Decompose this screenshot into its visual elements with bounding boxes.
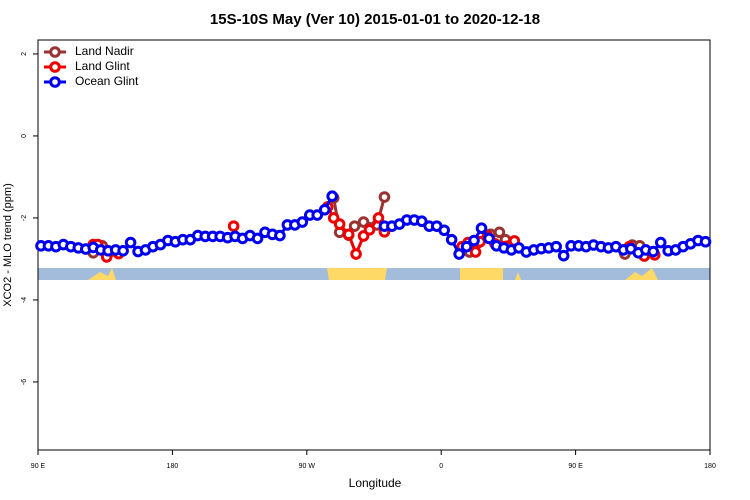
x-axis-title: Longitude xyxy=(349,476,402,490)
point xyxy=(251,232,264,245)
y-tick-label: 0 xyxy=(21,134,28,138)
point xyxy=(363,224,376,236)
x-tick-label: 0 xyxy=(439,463,443,470)
chart-title: 15S-10S May (Ver 10) 2015-01-01 to 2020-… xyxy=(210,11,540,28)
point xyxy=(274,229,286,242)
y-tick-label: 2 xyxy=(21,52,28,56)
point xyxy=(350,248,362,260)
land-shape xyxy=(625,268,658,280)
point xyxy=(372,212,385,224)
land-shape xyxy=(460,268,503,280)
point xyxy=(654,236,667,249)
legend-marker xyxy=(49,76,61,88)
legend-label: Ocean Glint xyxy=(75,74,139,88)
point xyxy=(445,233,458,246)
point xyxy=(460,240,473,253)
y-tick-label: -4 xyxy=(21,297,28,303)
legend-marker xyxy=(49,61,61,73)
point xyxy=(117,244,129,257)
x-tick-label: 90 E xyxy=(31,463,46,470)
point xyxy=(318,203,331,216)
point xyxy=(296,216,309,228)
land-ocean-strip xyxy=(38,268,710,280)
point xyxy=(647,245,660,258)
point xyxy=(475,222,488,234)
point xyxy=(348,220,361,232)
y-tick-label: -2 xyxy=(21,215,28,221)
point xyxy=(326,190,338,203)
point xyxy=(438,224,450,237)
legend-label: Land Glint xyxy=(75,59,130,73)
x-tick-label: 90 E xyxy=(568,463,583,470)
point xyxy=(699,235,712,248)
point xyxy=(311,209,324,221)
point xyxy=(483,232,495,245)
land-shape xyxy=(515,272,521,280)
y-tick-label: -6 xyxy=(21,379,28,385)
point xyxy=(227,220,240,232)
x-tick-label: 180 xyxy=(704,463,716,470)
land-shape xyxy=(327,268,387,280)
point xyxy=(342,228,355,241)
point xyxy=(469,246,482,258)
point xyxy=(468,234,480,247)
y-axis-title: XCO2 - MLO trend (ppm) xyxy=(2,183,14,306)
point xyxy=(415,215,428,228)
x-tick-label: 90 W xyxy=(299,463,316,470)
legend-label: Land Nadir xyxy=(75,44,134,58)
point xyxy=(333,218,346,230)
point xyxy=(550,240,562,253)
point xyxy=(124,236,137,249)
point xyxy=(453,248,465,260)
point xyxy=(493,226,506,239)
x-tick-label: 180 xyxy=(167,463,179,470)
legend-marker xyxy=(49,46,61,58)
point xyxy=(557,249,570,262)
land-shape xyxy=(88,268,116,280)
point xyxy=(378,191,391,203)
